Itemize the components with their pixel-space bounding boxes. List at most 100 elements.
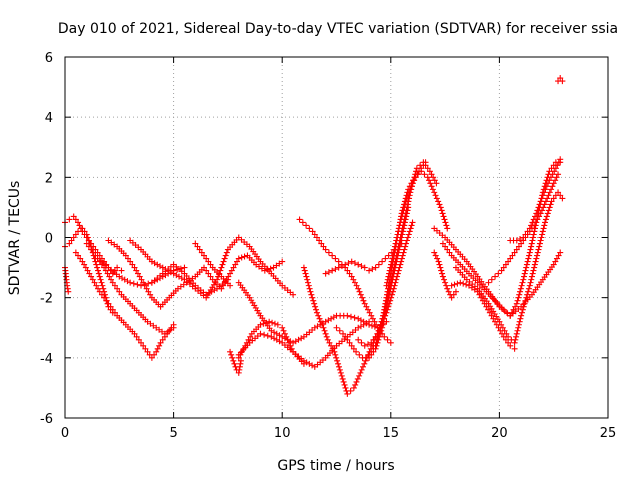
data-point (524, 291, 531, 298)
data-point (230, 357, 237, 364)
data-point (530, 231, 537, 238)
data-point (338, 263, 345, 270)
data-point (513, 246, 520, 253)
data-point (127, 258, 134, 265)
data-point (148, 354, 155, 361)
data-point (306, 360, 313, 367)
data-point (328, 315, 335, 322)
data-point (431, 249, 438, 256)
y-tick-label: 2 (45, 171, 53, 186)
data-point (263, 319, 270, 326)
data-point (534, 252, 541, 259)
series-track-04 (72, 249, 177, 361)
data-point (409, 219, 416, 226)
data-point (203, 255, 210, 262)
data-point (525, 285, 532, 292)
data-point (89, 276, 96, 283)
data-point (344, 312, 351, 319)
data-point (72, 231, 79, 238)
data-point (159, 264, 166, 271)
data-point (142, 345, 149, 352)
x-tick-label: 5 (169, 426, 177, 441)
data-point (379, 258, 386, 265)
data-point (356, 288, 363, 295)
data-point (502, 261, 509, 268)
data-point (296, 216, 303, 223)
data-point (438, 207, 445, 214)
data-point (535, 204, 542, 211)
series-track-14 (235, 318, 307, 367)
data-point (398, 213, 405, 220)
data-point (273, 330, 280, 337)
data-point (266, 318, 273, 325)
data-point (310, 297, 317, 304)
data-point (192, 240, 199, 247)
data-point (526, 252, 533, 259)
data-point (439, 210, 446, 217)
data-point (83, 231, 90, 238)
data-point (352, 381, 359, 388)
data-point (299, 219, 306, 226)
y-tick-label: -2 (40, 292, 53, 307)
data-point (238, 254, 245, 261)
data-point (102, 267, 109, 274)
data-point (511, 249, 518, 256)
data-point (495, 270, 502, 277)
data-point (382, 255, 389, 262)
data-point (133, 267, 140, 274)
data-point (232, 261, 239, 268)
data-point (552, 165, 559, 172)
data-point (388, 261, 395, 268)
data-point (460, 280, 467, 287)
data-point (542, 186, 549, 193)
data-point (170, 270, 177, 277)
data-point (157, 263, 164, 270)
data-point (407, 225, 414, 232)
data-point (391, 243, 398, 250)
data-point (138, 339, 145, 346)
data-point (368, 322, 375, 329)
data-point (545, 180, 552, 187)
data-point (271, 329, 278, 336)
data-point (528, 240, 535, 247)
data-point (510, 306, 517, 313)
data-point (550, 195, 557, 202)
data-point (488, 276, 495, 283)
data-point (544, 210, 551, 217)
data-point (555, 252, 562, 259)
x-tick-label: 20 (491, 426, 508, 441)
data-point (378, 321, 385, 328)
x-tick-label: 25 (600, 426, 617, 441)
y-tick-label: -4 (40, 352, 53, 367)
data-point (444, 246, 451, 253)
data-point (344, 336, 351, 343)
data-point (83, 240, 90, 247)
data-point (529, 237, 536, 244)
data-point (156, 342, 163, 349)
data-point (345, 260, 352, 267)
data-point (75, 219, 82, 226)
data-point (281, 330, 288, 337)
data-point (304, 276, 311, 283)
data-point (536, 240, 543, 247)
data-point (237, 351, 244, 358)
data-point (518, 282, 525, 289)
data-point (364, 306, 371, 313)
data-point (269, 319, 276, 326)
data-point (129, 261, 136, 268)
data-point (176, 273, 183, 280)
data-point (298, 335, 305, 342)
data-point (134, 281, 141, 288)
data-point (525, 255, 532, 262)
data-point (151, 351, 158, 358)
data-point (513, 300, 520, 307)
data-point (429, 186, 436, 193)
data-point (512, 303, 519, 310)
data-point (124, 255, 131, 262)
data-point (295, 336, 302, 343)
data-point (376, 327, 383, 334)
data-point (408, 183, 415, 190)
data-point (140, 279, 147, 286)
data-point (546, 204, 553, 211)
data-point (407, 186, 414, 193)
